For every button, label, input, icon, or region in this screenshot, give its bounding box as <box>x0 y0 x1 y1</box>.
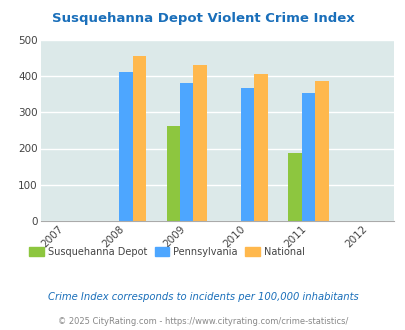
Legend: Susquehanna Depot, Pennsylvania, National: Susquehanna Depot, Pennsylvania, Nationa… <box>25 243 308 261</box>
Bar <box>254 75 267 221</box>
Bar <box>301 93 315 221</box>
Bar <box>180 83 193 221</box>
Text: Susquehanna Depot Violent Crime Index: Susquehanna Depot Violent Crime Index <box>51 12 354 24</box>
Bar <box>241 88 254 221</box>
Bar <box>193 65 207 221</box>
Bar <box>315 81 328 221</box>
Bar <box>119 72 132 221</box>
Text: © 2025 CityRating.com - https://www.cityrating.com/crime-statistics/: © 2025 CityRating.com - https://www.city… <box>58 317 347 326</box>
Bar <box>288 153 301 221</box>
Text: Crime Index corresponds to incidents per 100,000 inhabitants: Crime Index corresponds to incidents per… <box>47 292 358 302</box>
Bar <box>132 56 146 221</box>
Bar <box>166 126 180 221</box>
